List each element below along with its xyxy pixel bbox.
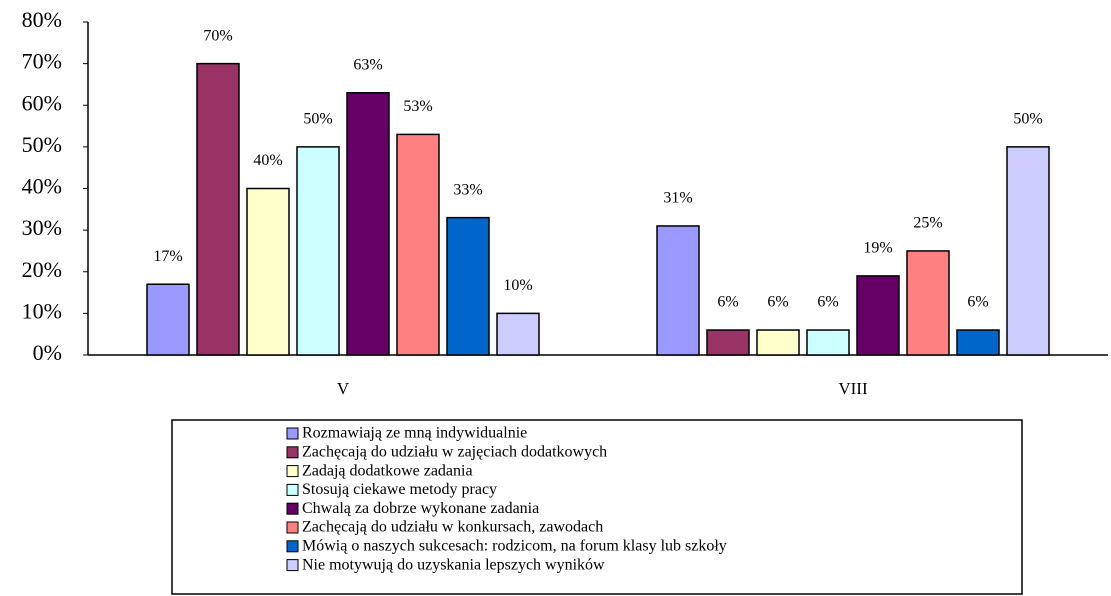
y-tick-label: 50% [22,132,62,157]
bar [906,250,950,356]
bar [496,312,540,356]
bar [246,187,290,356]
data-label: 50% [303,111,332,128]
legend-swatch [286,446,299,459]
y-tick-label: 60% [22,90,62,115]
data-label: 53% [403,98,432,115]
legend-swatch [286,465,299,478]
y-tick-label: 70% [22,49,62,74]
legend-swatch [286,540,299,553]
data-label: 33% [453,181,482,198]
data-label: 70% [203,27,232,44]
legend-label: Chwalą za dobrze wykonane zadania [302,500,539,517]
legend-box [171,419,1023,595]
x-tick-label: VIII [838,379,868,398]
y-tick-label: 80% [22,7,62,32]
legend-label: Mówią o naszych sukcesach: rodzicom, na … [302,537,727,554]
y-tick-label: 0% [33,340,62,365]
y-tick-label: 40% [22,174,62,199]
data-label: 6% [817,294,838,311]
legend-label: Stosują ciekawe metody pracy [302,481,497,498]
y-tick-label: 10% [22,298,62,323]
y-tick-label: 20% [22,257,62,282]
bar [446,216,490,356]
data-label: 6% [967,294,988,311]
bar [756,329,800,356]
bar [296,146,340,356]
legend-swatch [286,521,299,534]
y-tick-label: 30% [22,215,62,240]
bar [706,329,750,356]
legend-label: Zachęcają do udziału w zajęciach dodatko… [302,443,607,460]
data-label: 10% [503,277,532,294]
data-label: 6% [717,294,738,311]
data-label: 25% [913,215,942,232]
legend-label: Nie motywują do uzyskania lepszych wynik… [302,556,605,573]
data-label: 17% [153,248,182,265]
legend-label: Rozmawiają ze mną indywidualnie [302,425,527,442]
data-label: 31% [663,190,692,207]
legend-swatch [286,427,299,440]
data-label: 63% [353,56,382,73]
bar [856,275,900,356]
bar [656,225,700,356]
bar [806,329,850,356]
data-label: 6% [767,294,788,311]
legend-swatch [286,483,299,496]
bar [346,92,390,356]
bar [146,283,190,356]
bar [396,133,440,356]
x-tick-label: V [337,379,350,398]
legend-swatch [286,502,299,515]
legend-label: Zachęcają do udziału w konkursach, zawod… [302,519,603,536]
data-label: 50% [1013,111,1042,128]
bar [1006,146,1050,356]
legend-label: Zadają dodatkowe zadania [302,462,473,479]
data-label: 40% [253,152,282,169]
bar [196,62,240,356]
data-label: 19% [863,240,892,257]
bar [956,329,1000,356]
legend-swatch [286,559,299,572]
